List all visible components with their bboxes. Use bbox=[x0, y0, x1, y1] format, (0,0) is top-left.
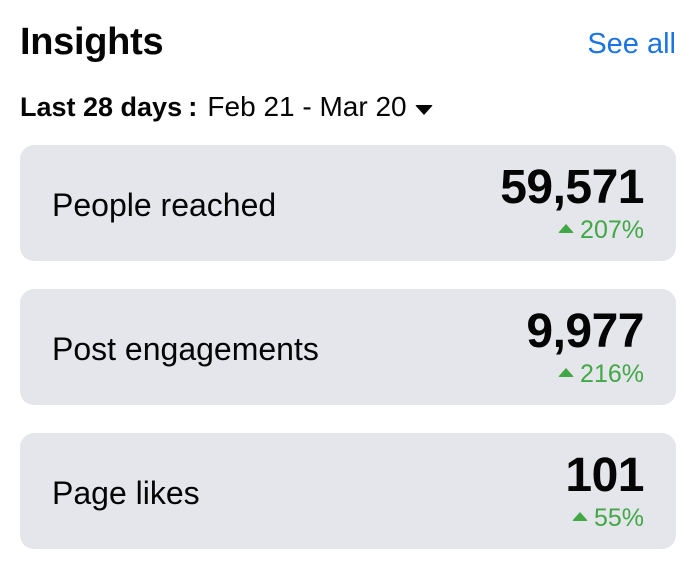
insights-title: Insights bbox=[20, 20, 164, 63]
triangle-up-icon bbox=[571, 512, 588, 521]
metric-change: 216% bbox=[558, 359, 644, 389]
metric-card-people-reached[interactable]: People reached 59,571 207% bbox=[20, 145, 676, 261]
metric-change: 55% bbox=[571, 503, 644, 533]
metric-change-value: 216% bbox=[580, 360, 644, 388]
metric-value: 101 bbox=[565, 449, 644, 502]
date-range-selector[interactable]: Last 28 days : Feb 21 - Mar 20 bbox=[20, 86, 433, 128]
date-range-label: Last 28 days bbox=[20, 91, 183, 122]
metric-change-value: 55% bbox=[593, 504, 644, 532]
metric-value: 9,977 bbox=[526, 305, 644, 358]
metric-change-value: 207% bbox=[580, 216, 644, 244]
insights-header: Insights See all bbox=[20, 16, 676, 68]
metric-figures: 101 55% bbox=[565, 449, 644, 533]
metric-label: Post engagements bbox=[52, 330, 319, 367]
metrics-list: People reached 59,571 207% Post engageme… bbox=[20, 145, 676, 564]
see-all-link[interactable]: See all bbox=[587, 27, 676, 60]
metric-card-post-engagements[interactable]: Post engagements 9,977 216% bbox=[20, 289, 676, 405]
metric-figures: 9,977 216% bbox=[526, 305, 644, 389]
metric-label: People reached bbox=[52, 186, 277, 223]
metric-value: 59,571 bbox=[500, 161, 644, 214]
date-range-separator: : bbox=[188, 91, 198, 122]
metric-label: Page likes bbox=[52, 474, 200, 511]
caret-down-icon bbox=[414, 105, 433, 115]
triangle-up-icon bbox=[558, 224, 575, 233]
metric-card-page-likes[interactable]: Page likes 101 55% bbox=[20, 433, 676, 549]
date-range-dates: Feb 21 - Mar 20 bbox=[207, 91, 407, 122]
triangle-up-icon bbox=[558, 368, 575, 377]
metric-figures: 59,571 207% bbox=[500, 161, 644, 245]
metric-change: 207% bbox=[558, 215, 644, 245]
